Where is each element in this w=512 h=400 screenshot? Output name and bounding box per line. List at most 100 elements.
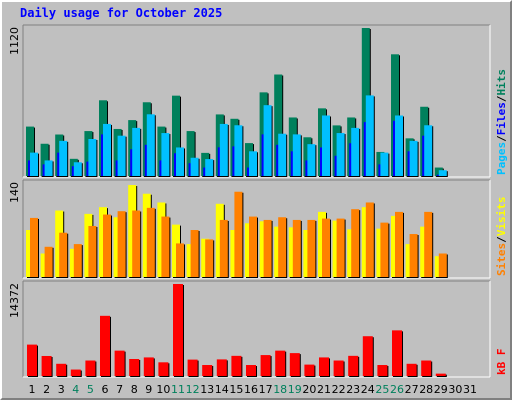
pages-bar-day-29 [438, 170, 447, 176]
x-tick-label-day-4: 4 [72, 383, 79, 396]
kbytes-bar-day-28 [421, 360, 432, 376]
sites-bar-day-7 [117, 211, 126, 277]
kbytes-bar-day-4 [70, 369, 81, 376]
hits-bar-day-12 [186, 131, 195, 176]
sites-bar-day-2 [44, 246, 53, 277]
x-tick-label-day-3: 3 [58, 383, 65, 396]
pages-bar-day-26 [395, 115, 403, 176]
pages-bar-day-13 [205, 159, 214, 176]
legend-item: Pages [495, 142, 508, 175]
x-tick-label-day-5: 5 [87, 383, 94, 396]
sites-bar-day-4 [73, 244, 82, 277]
legend-item: / [495, 135, 508, 142]
x-tick-label-day-25: 25 [375, 383, 389, 396]
kbytes-bar-day-17 [260, 355, 271, 376]
y-max-label-visits: 140 [8, 182, 21, 203]
x-tick-label-day-27: 27 [405, 383, 419, 396]
x-tick-label-day-16: 16 [244, 383, 258, 396]
kbytes-bar-day-7 [114, 350, 125, 376]
sites-bar-day-8 [132, 210, 141, 277]
x-tick-label-day-21: 21 [317, 383, 331, 396]
pages-bar-day-17 [263, 105, 272, 176]
pages-bar-day-16 [249, 151, 257, 176]
hits-bar-day-18 [274, 74, 283, 176]
x-tick-label-day-18: 18 [273, 383, 287, 396]
kbytes-bar-day-11 [173, 284, 183, 376]
pages-bar-day-6 [103, 123, 111, 176]
legend-item: Hits [495, 69, 508, 96]
x-tick-label-day-8: 8 [131, 383, 138, 396]
x-tick-label-day-14: 14 [215, 383, 229, 396]
pages-bar-day-15 [234, 125, 243, 176]
sites-bar-day-6 [103, 214, 111, 277]
sites-bar-day-23 [351, 209, 360, 277]
pages-bar-day-4 [73, 162, 82, 176]
hits-bar-day-11 [172, 95, 180, 176]
x-tick-label-day-28: 28 [419, 383, 433, 396]
x-tick-label-day-6: 6 [102, 383, 109, 396]
kbytes-bar-day-24 [362, 336, 373, 376]
legend-hits-files-pages: Pages/Files/Hits [495, 69, 508, 175]
pages-bar-day-19 [292, 134, 301, 176]
sites-bar-day-3 [59, 232, 68, 277]
pages-bar-day-7 [117, 135, 126, 176]
kbytes-bar-day-12 [187, 359, 198, 376]
x-tick-label-day-23: 23 [346, 383, 360, 396]
kbytes-bar-day-1 [27, 344, 37, 376]
x-tick-label-day-1: 1 [29, 383, 36, 396]
legend-item: kB F [495, 349, 508, 376]
pages-bar-day-12 [190, 157, 199, 176]
sites-bar-day-15 [234, 191, 243, 277]
legend-item: / [495, 236, 508, 243]
x-tick-label-day-17: 17 [259, 383, 273, 396]
sites-bar-day-29 [438, 253, 447, 277]
y-max-label-hits: 1120 [8, 27, 21, 55]
kbytes-bar-day-16 [246, 365, 256, 376]
hits-bar-day-1 [26, 126, 34, 176]
x-tick-label-day-2: 2 [43, 383, 50, 396]
kbytes-bar-day-20 [304, 364, 315, 376]
kbytes-bar-day-23 [348, 355, 359, 376]
kbytes-bar-day-25 [377, 365, 388, 376]
x-tick-label-day-12: 12 [186, 383, 200, 396]
kbytes-bar-day-13 [202, 365, 213, 376]
x-tick-label-day-22: 22 [332, 383, 346, 396]
kbytes-bar-day-29 [435, 373, 446, 376]
kbytes-bar-day-15 [231, 355, 242, 376]
x-tick-label-day-26: 26 [390, 383, 404, 396]
kbytes-bar-day-10 [158, 362, 169, 376]
pages-bar-day-20 [307, 144, 316, 176]
kbytes-bar-day-21 [319, 357, 329, 376]
hits-bar-day-26 [391, 54, 399, 176]
kbytes-bar-day-14 [216, 359, 227, 376]
x-tick-label-day-24: 24 [361, 383, 375, 396]
pages-bar-day-11 [176, 147, 184, 176]
kbytes-bar-day-5 [85, 360, 96, 376]
kbytes-bar-day-26 [392, 330, 402, 376]
legend-visits-sites: Sites/Visits [495, 197, 508, 277]
x-tick-label-day-10: 10 [156, 383, 170, 396]
sites-bar-day-10 [161, 216, 170, 277]
legend-kbytes: kB F [495, 349, 508, 376]
x-tick-label-day-15: 15 [229, 383, 243, 396]
sites-bar-day-28 [424, 211, 433, 277]
pages-bar-day-25 [380, 152, 389, 176]
pages-bar-day-27 [409, 140, 418, 176]
pages-bar-day-14 [219, 123, 228, 176]
legend-item: / [495, 95, 508, 102]
kbytes-bar-day-2 [41, 355, 52, 376]
sites-bar-day-1 [30, 217, 38, 277]
x-tick-label-day-30: 30 [448, 383, 462, 396]
kbytes-bar-day-27 [406, 363, 417, 376]
sites-bar-day-9 [146, 207, 155, 277]
x-tick-label-day-20: 20 [302, 383, 316, 396]
pages-bar-day-22 [336, 133, 345, 176]
pages-bar-day-18 [278, 133, 287, 176]
kbytes-bar-day-22 [333, 360, 344, 376]
pages-bar-day-9 [146, 114, 155, 176]
sites-bar-day-14 [219, 219, 228, 277]
x-tick-label-day-29: 29 [434, 383, 448, 396]
pages-bar-day-10 [161, 133, 170, 176]
sites-bar-day-11 [176, 243, 184, 277]
